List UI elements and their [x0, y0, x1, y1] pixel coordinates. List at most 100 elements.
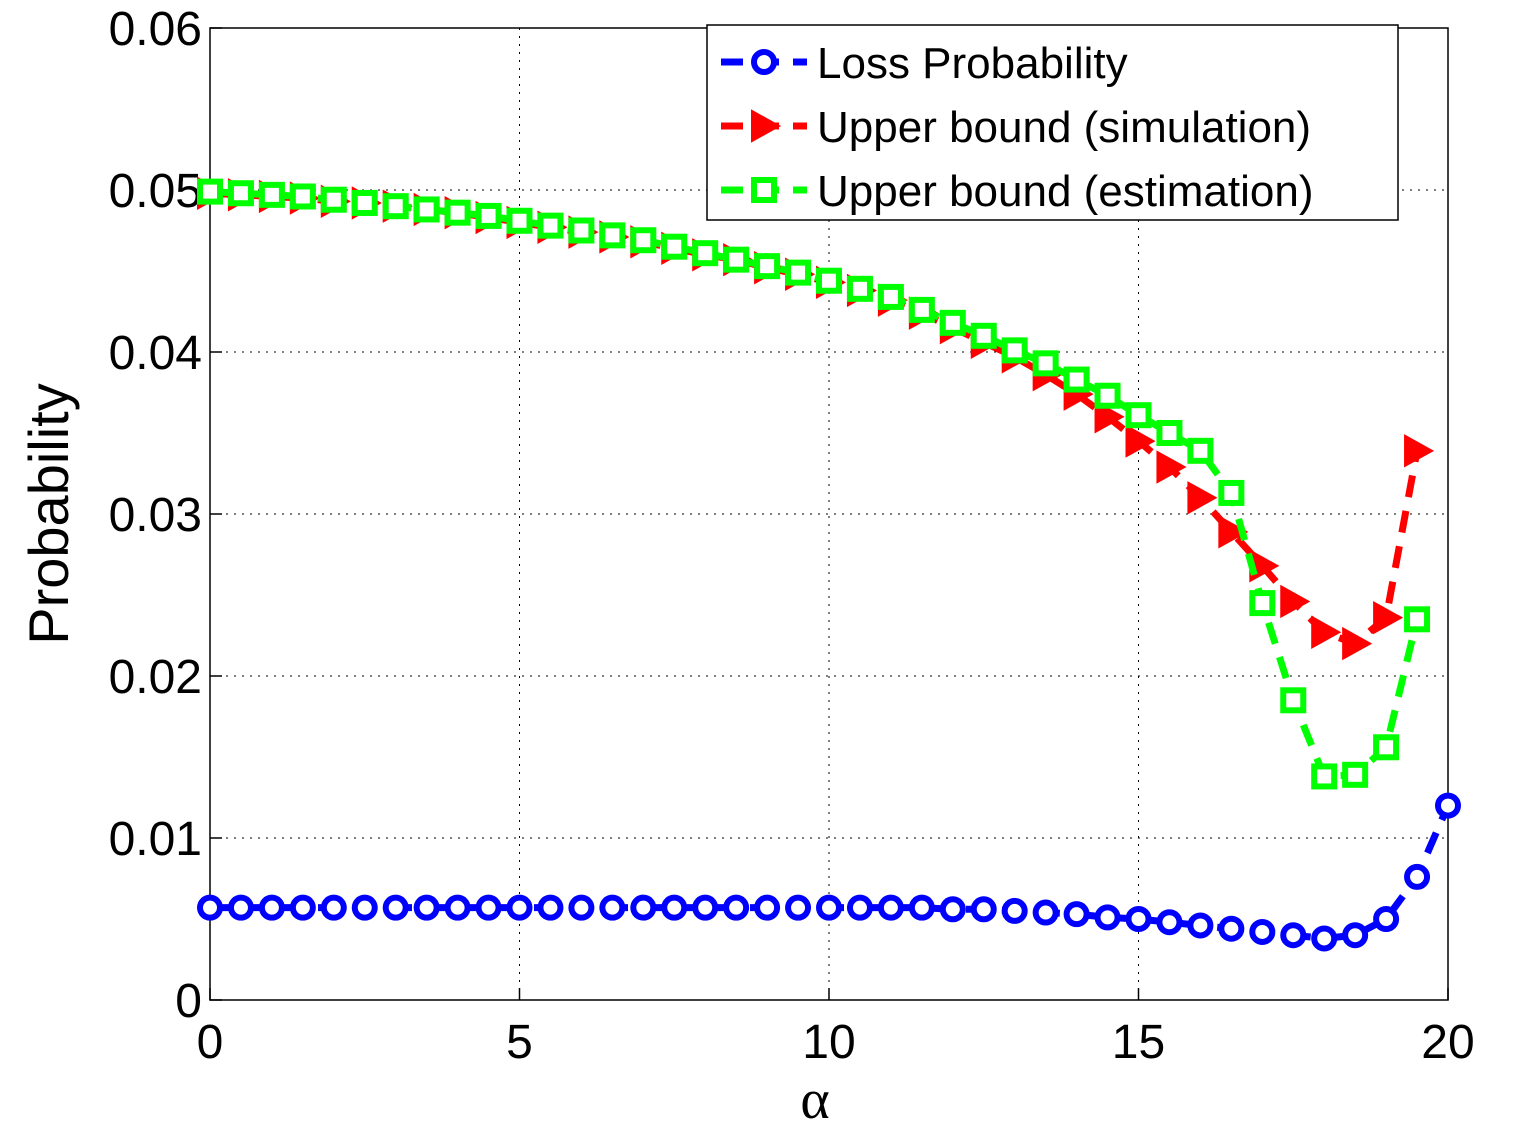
marker	[537, 212, 564, 239]
legend-label: Upper bound (estimation)	[817, 167, 1313, 216]
y-tick-label: 0.05	[109, 165, 202, 218]
marker	[382, 193, 409, 220]
marker	[692, 894, 719, 921]
marker	[197, 894, 223, 921]
marker	[1156, 450, 1187, 484]
marker	[475, 202, 502, 229]
marker	[197, 178, 223, 205]
marker	[970, 322, 997, 349]
marker	[939, 896, 966, 923]
marker	[661, 233, 688, 260]
marker	[661, 894, 688, 921]
marker	[1001, 897, 1028, 924]
marker	[444, 894, 471, 921]
marker	[1373, 600, 1404, 635]
x-tick-label: 0	[197, 1016, 224, 1069]
marker	[1435, 792, 1461, 819]
marker	[751, 49, 777, 75]
x-tick-label: 20	[1421, 1016, 1474, 1069]
marker	[692, 240, 719, 267]
marker	[475, 894, 502, 921]
marker	[754, 253, 781, 280]
marker	[754, 894, 781, 921]
marker	[1249, 918, 1276, 945]
marker	[723, 246, 750, 273]
marker	[568, 894, 595, 921]
marker	[351, 189, 378, 216]
marker	[1125, 402, 1152, 429]
marker	[1125, 424, 1156, 458]
marker	[258, 181, 285, 208]
marker	[1249, 590, 1276, 617]
y-tick-label: 0.04	[109, 327, 202, 380]
marker	[506, 207, 533, 234]
marker	[1125, 906, 1152, 932]
marker	[1342, 626, 1373, 661]
marker	[413, 894, 440, 921]
marker	[1063, 901, 1090, 928]
marker	[1404, 606, 1431, 633]
marker	[630, 227, 657, 254]
marker	[630, 894, 657, 921]
y-tick-label: 0	[175, 975, 202, 1028]
marker	[1218, 915, 1245, 942]
y-tick-label: 0.06	[109, 3, 202, 56]
marker	[1280, 687, 1307, 714]
marker	[846, 894, 873, 921]
marker	[908, 296, 935, 323]
marker	[1373, 906, 1400, 932]
marker	[444, 199, 471, 226]
marker	[785, 259, 812, 286]
series-line	[209, 188, 1421, 781]
marker	[1373, 734, 1400, 761]
marker	[599, 894, 626, 921]
x-tick-label: 10	[802, 1016, 855, 1069]
marker	[351, 894, 378, 921]
marker	[1280, 922, 1307, 949]
x-axis-label: α	[800, 1069, 829, 1131]
marker	[320, 186, 347, 213]
marker	[1311, 763, 1338, 790]
y-tick-label: 0.02	[109, 651, 202, 704]
marker	[846, 275, 873, 302]
marker	[413, 196, 440, 223]
marker	[1156, 420, 1183, 446]
legend-label: Loss Probability	[817, 39, 1128, 88]
marker	[1404, 863, 1431, 890]
legend-label: Upper bound (simulation)	[817, 103, 1311, 152]
marker	[1404, 434, 1435, 468]
marker	[939, 309, 966, 336]
marker	[1311, 925, 1338, 952]
marker	[1187, 437, 1214, 464]
marker	[751, 109, 782, 143]
marker	[1311, 615, 1342, 649]
y-tick-label: 0.03	[109, 489, 202, 542]
marker	[1094, 382, 1121, 409]
legend: Loss Probability Upper bound (simulation)…	[706, 24, 1399, 221]
marker	[1094, 904, 1121, 931]
marker	[537, 894, 564, 921]
marker	[816, 894, 842, 921]
marker	[320, 894, 347, 921]
marker	[1032, 350, 1059, 377]
marker	[382, 894, 409, 921]
marker	[908, 894, 935, 921]
marker	[1001, 337, 1028, 364]
marker	[506, 894, 533, 921]
legend-box	[706, 24, 1399, 221]
marker	[751, 177, 777, 203]
marker	[1342, 761, 1369, 788]
marker	[877, 894, 904, 921]
marker	[289, 183, 316, 210]
x-tick-label: 5	[506, 1016, 533, 1069]
marker	[289, 894, 316, 921]
marker	[599, 222, 626, 249]
x-tick-label: 15	[1112, 1016, 1165, 1069]
y-tick-label: 0.01	[109, 813, 202, 866]
marker	[1094, 400, 1125, 434]
marker	[258, 894, 285, 921]
marker	[1032, 899, 1059, 926]
marker	[816, 267, 842, 294]
marker	[1342, 922, 1369, 949]
